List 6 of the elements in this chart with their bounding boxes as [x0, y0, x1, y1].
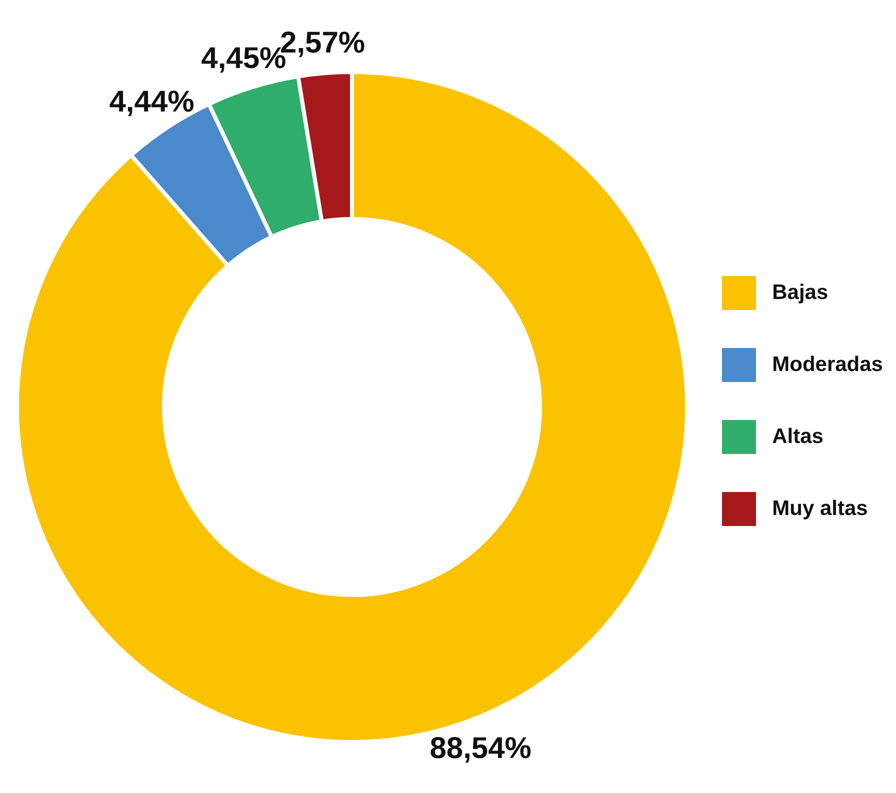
legend-label: Muy altas	[772, 496, 868, 520]
legend-label: Moderadas	[772, 352, 883, 376]
data-label: 88,54%	[430, 732, 532, 766]
data-label: 4,44%	[109, 85, 194, 118]
legend-label: Bajas	[772, 280, 828, 304]
legend-label: Altas	[772, 424, 824, 448]
